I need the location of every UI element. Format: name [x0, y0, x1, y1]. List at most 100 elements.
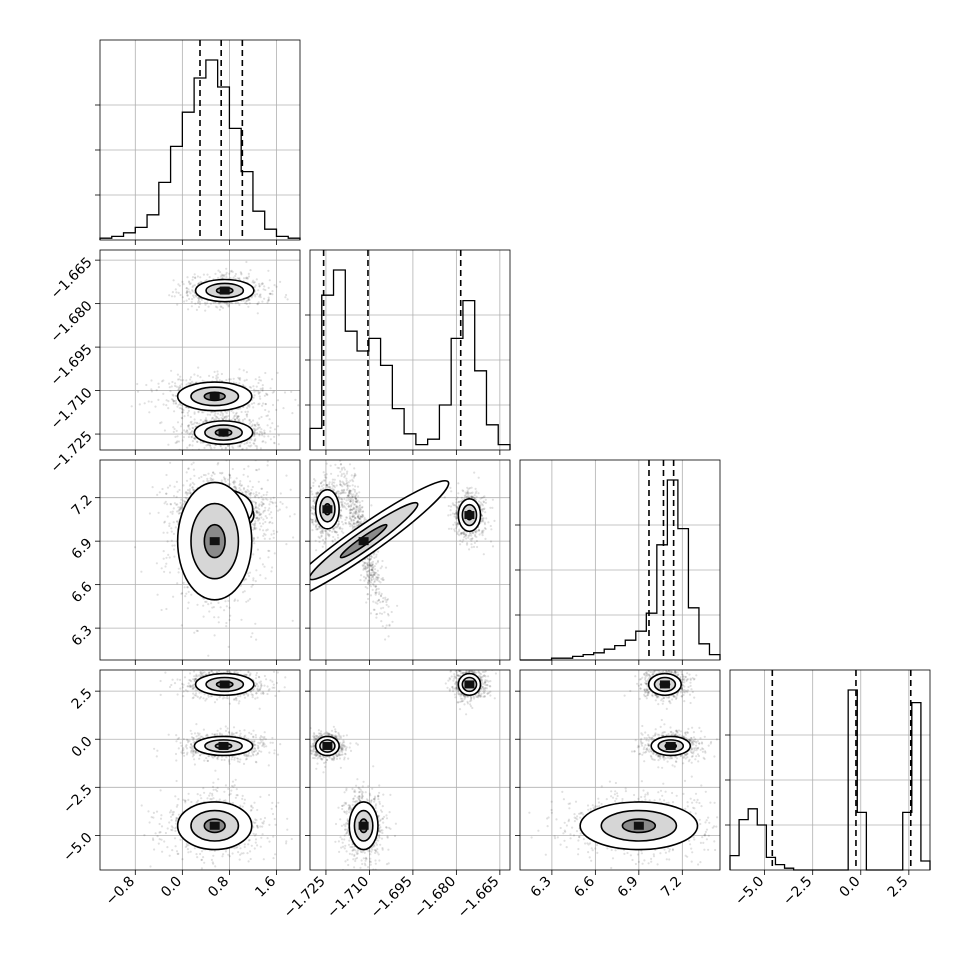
sample-point — [133, 546, 137, 549]
sample-point — [455, 511, 459, 514]
histogram-p2 — [515, 459, 721, 665]
sample-point — [228, 618, 231, 622]
sample-point — [484, 501, 487, 504]
sample-point — [169, 503, 173, 506]
sample-point — [189, 492, 192, 495]
sample-point — [455, 505, 458, 509]
sample-point — [182, 409, 185, 412]
sample-point — [168, 382, 171, 385]
sample-point — [183, 415, 186, 418]
sample-point — [193, 437, 196, 440]
sample-point — [191, 481, 194, 484]
sample-point — [453, 512, 456, 516]
sample-point — [176, 421, 180, 424]
sample-point — [188, 424, 191, 427]
sample-point — [267, 298, 270, 301]
sample-point — [204, 301, 207, 304]
sample-point — [210, 602, 213, 605]
sample-point — [184, 492, 187, 495]
sample-point — [241, 419, 245, 422]
sample-point — [257, 392, 260, 395]
sample-point — [267, 296, 270, 299]
sample-point — [454, 521, 457, 524]
density-peak — [219, 286, 230, 295]
sample-point — [221, 457, 223, 459]
sample-point — [250, 444, 253, 447]
sample-point — [256, 536, 259, 539]
sample-point — [216, 370, 219, 373]
sample-point — [449, 486, 452, 489]
sample-point — [271, 403, 275, 407]
sample-point — [482, 529, 485, 532]
sample-point — [217, 621, 220, 624]
sample-point — [264, 408, 267, 412]
sample-point — [191, 278, 194, 281]
sample-point — [234, 487, 237, 490]
sample-point — [255, 638, 258, 641]
sample-point — [213, 451, 215, 453]
sample-point — [130, 405, 133, 408]
sample-point — [179, 507, 182, 510]
sample-point — [235, 412, 238, 415]
sample-point — [460, 533, 463, 536]
sample-point — [458, 500, 461, 503]
sample-point — [464, 491, 467, 494]
sample-point — [467, 536, 470, 539]
sample-point — [192, 284, 195, 287]
sample-point — [186, 411, 189, 414]
sample-point — [202, 273, 205, 276]
sample-point — [178, 384, 182, 387]
sample-point — [214, 412, 217, 415]
sample-point — [224, 415, 227, 418]
sample-point — [204, 309, 207, 312]
sample-point — [196, 440, 199, 443]
sample-point — [259, 293, 262, 296]
sample-point — [267, 556, 270, 559]
sample-point — [190, 305, 193, 308]
sample-point — [238, 277, 241, 280]
sample-point — [187, 590, 190, 594]
sample-point — [248, 404, 251, 407]
sample-point — [197, 410, 200, 413]
sample-point — [477, 500, 481, 503]
sample-point — [189, 381, 192, 385]
sample-point — [172, 430, 175, 433]
sample-point — [208, 374, 211, 377]
sample-point — [193, 373, 196, 376]
sample-point — [164, 500, 167, 503]
sample-point — [261, 282, 264, 285]
sample-point — [262, 534, 265, 538]
sample-point — [273, 442, 276, 445]
sample-point — [227, 456, 229, 458]
sample-point — [253, 432, 256, 436]
sample-point — [293, 513, 296, 516]
sample-point — [185, 379, 188, 382]
sample-point — [238, 368, 241, 371]
sample-point — [238, 303, 241, 306]
sample-point — [262, 498, 265, 501]
sample-point — [474, 530, 477, 533]
sample-point — [462, 490, 465, 493]
sample-point — [470, 539, 473, 542]
sample-point — [178, 407, 181, 410]
sample-point — [185, 287, 188, 290]
sample-point — [138, 403, 141, 406]
sample-point — [218, 471, 222, 475]
sample-point — [258, 492, 261, 495]
sample-point — [243, 379, 246, 382]
sample-point — [447, 504, 450, 508]
sample-point — [150, 390, 153, 393]
sample-point — [450, 527, 453, 530]
sample-point — [249, 445, 252, 448]
sample-point — [271, 522, 274, 525]
sample-point — [236, 417, 239, 420]
sample-point — [472, 532, 475, 535]
sample-point — [175, 291, 178, 294]
sample-point — [193, 411, 196, 414]
sample-point — [481, 514, 484, 518]
sample-point — [177, 378, 180, 381]
sample-point — [220, 372, 223, 376]
sample-point — [182, 484, 185, 487]
sample-point — [244, 578, 247, 581]
